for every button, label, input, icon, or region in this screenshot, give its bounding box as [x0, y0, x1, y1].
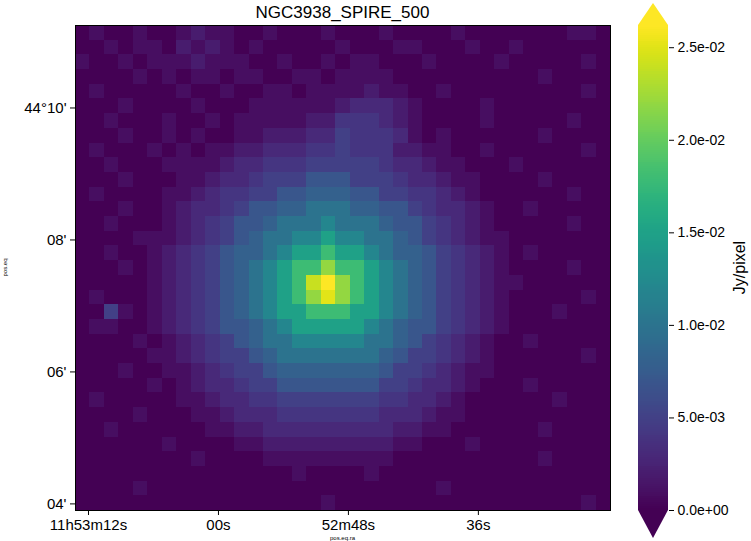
- svg-text:52m48s: 52m48s: [322, 516, 375, 533]
- svg-text:36s: 36s: [466, 516, 490, 533]
- svg-text:1.0e-02: 1.0e-02: [678, 317, 726, 333]
- svg-text:pos.eq: pos.eq: [2, 258, 8, 276]
- svg-text:2.5e-02: 2.5e-02: [678, 39, 726, 55]
- svg-text:11h53m12s: 11h53m12s: [50, 516, 127, 533]
- svg-text:08': 08': [47, 231, 67, 248]
- svg-text:2.0e-02: 2.0e-02: [678, 132, 726, 148]
- svg-text:1.5e-02: 1.5e-02: [678, 224, 726, 240]
- svg-text:0.0e+00: 0.0e+00: [678, 502, 729, 518]
- svg-text:5.0e-03: 5.0e-03: [678, 409, 726, 425]
- svg-text:04': 04': [47, 495, 67, 512]
- svg-text:00s: 00s: [206, 516, 230, 533]
- svg-text:Jy/pixel: Jy/pixel: [731, 241, 748, 294]
- svg-text:06': 06': [47, 363, 67, 380]
- svg-text:44°10': 44°10': [24, 99, 66, 116]
- svg-text:pos.eq.ra: pos.eq.ra: [330, 535, 356, 541]
- svg-text:NGC3938_SPIRE_500: NGC3938_SPIRE_500: [256, 3, 430, 22]
